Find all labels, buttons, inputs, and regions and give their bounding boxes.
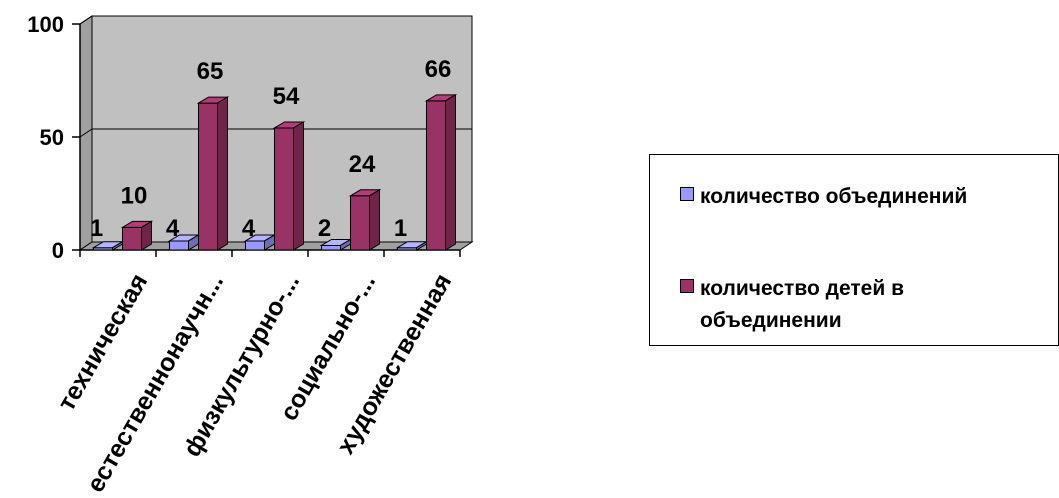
y-tick-label: 100 xyxy=(27,12,64,37)
legend-swatch-children xyxy=(680,279,694,293)
data-label-children-2: 54 xyxy=(273,83,300,110)
legend-label-associations: количество объединений xyxy=(700,185,968,208)
bar-children-1 xyxy=(196,96,230,251)
data-label-children-1: 65 xyxy=(197,58,224,85)
data-label-children-0: 10 xyxy=(121,182,148,209)
gridline xyxy=(79,128,472,138)
legend: количество объединений количество детей … xyxy=(649,154,1059,346)
y-tick-label: 0 xyxy=(52,238,64,263)
bars xyxy=(91,93,458,251)
data-label-associations-3: 2 xyxy=(318,215,331,242)
legend-label-children: количество детей в объединении xyxy=(700,277,904,332)
data-label-children-3: 24 xyxy=(349,151,376,178)
gridlines xyxy=(79,15,472,138)
axes xyxy=(72,23,461,257)
y-tick-label: 50 xyxy=(40,125,64,150)
data-label-associations-2: 4 xyxy=(242,215,256,242)
bar-children-3 xyxy=(348,188,382,251)
legend-item-associations: количество объединений xyxy=(680,181,1020,213)
category-label-1: естественнонаучн... xyxy=(81,269,229,497)
legend-swatch-associations xyxy=(680,187,694,201)
bar-associations-4 xyxy=(395,240,429,251)
bar-children-0 xyxy=(120,220,154,251)
bar-children-2 xyxy=(272,121,306,251)
bar-children-4 xyxy=(424,93,458,251)
data-label-children-4: 66 xyxy=(425,56,452,83)
legend-item-children: количество детей в объединении xyxy=(680,273,1020,337)
data-label-associations-0: 1 xyxy=(90,215,103,242)
y-tick-labels: 0 50 100 xyxy=(27,12,64,263)
gridline xyxy=(79,15,472,25)
data-label-associations-4: 1 xyxy=(394,215,407,242)
data-labels: 1 10 4 65 4 54 2 24 1 66 xyxy=(90,56,452,242)
category-labels: техническаяестественнонаучн...физкультур… xyxy=(52,269,457,497)
data-label-associations-1: 4 xyxy=(166,215,180,242)
